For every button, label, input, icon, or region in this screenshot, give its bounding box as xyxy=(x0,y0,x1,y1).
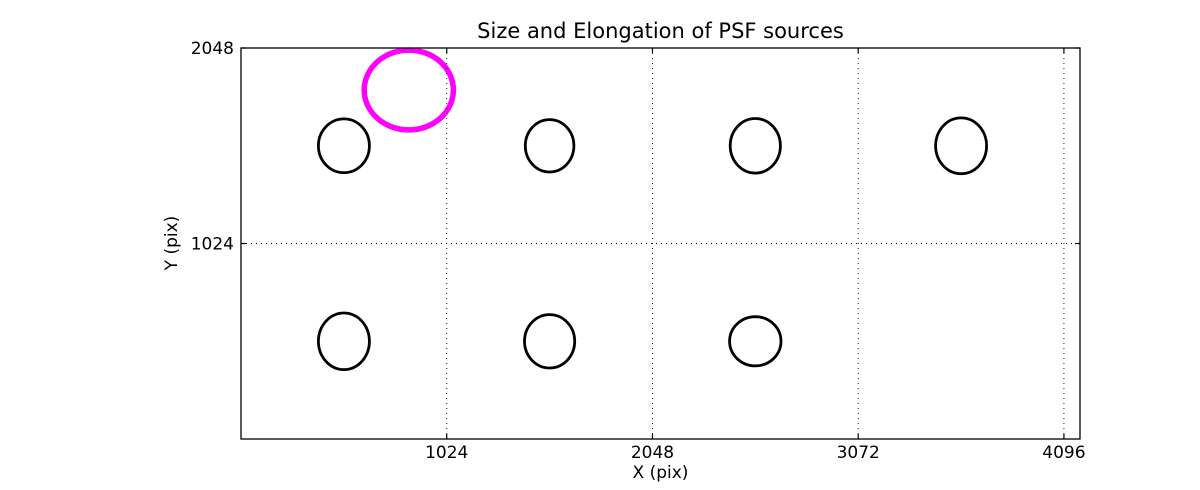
psf-ellipse-q3-bottom xyxy=(728,315,783,368)
x-tick-label: 1024 xyxy=(425,443,468,463)
psf-ellipse-q2-top xyxy=(523,118,576,174)
psf-ellipse-q2-bottom xyxy=(523,313,577,370)
psf-ellipse-q4-top xyxy=(934,116,988,176)
plot-area xyxy=(241,48,1080,439)
y-axis-label: Y (pix) xyxy=(162,215,182,271)
y-tick-label: 2048 xyxy=(191,39,234,59)
x-tick-label: 4096 xyxy=(1042,443,1085,463)
x-tick-label: 2048 xyxy=(631,443,674,463)
chart-title: Size and Elongation of PSF sources xyxy=(477,19,844,43)
axes-frame xyxy=(240,47,1081,440)
y-tick-label: 1024 xyxy=(191,235,234,255)
x-tick-label: 3072 xyxy=(837,443,880,463)
psf-ellipse-q1-bottom xyxy=(316,311,371,371)
psf-ellipse-q3-top xyxy=(728,117,782,175)
psf-ellipse-q1-top xyxy=(316,117,371,175)
x-axis-label: X (pix) xyxy=(632,463,689,483)
psf-ellipse-highlight xyxy=(361,47,457,133)
